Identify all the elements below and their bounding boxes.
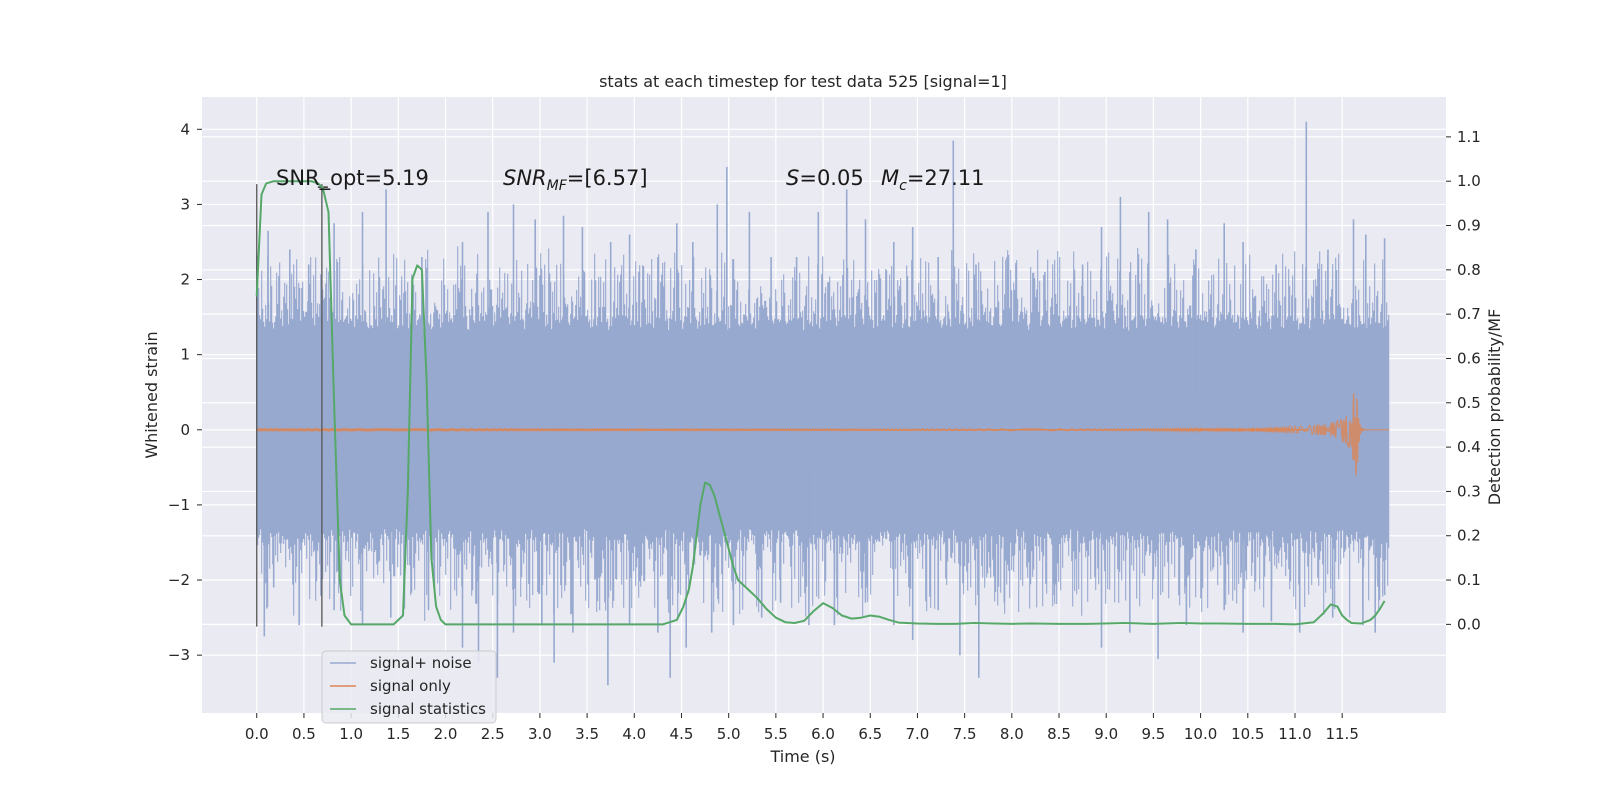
y-left-tick-label: 1 [180,346,190,364]
y-axis-right-label: Detection probability/MF [1485,309,1504,506]
x-tick-label: 3.5 [575,725,599,743]
x-tick-label: 8.0 [1000,725,1024,743]
legend-label-signal-only: signal only [370,677,451,695]
statistics-line [255,180,1386,626]
x-tick-label: 7.5 [953,725,977,743]
y-right-tick-label: 0.6 [1457,349,1481,367]
x-tick-label: 3.0 [528,725,552,743]
x-tick-label: 11.0 [1278,725,1311,743]
s-value: =0.05 [799,166,863,190]
snr-mf-value: =[6.57] [567,166,648,190]
y-right-tick-label: 0.2 [1457,527,1481,545]
annotation-snr-opt: SNR_opt=5.19 [276,166,429,191]
mc-value: =27.11 [907,166,985,190]
snr-mf-subscript: MF [547,178,568,194]
mc-symbol: M [881,166,899,190]
s-symbol: S [786,166,799,190]
annotation-mc: Mc=27.11 [881,166,985,194]
x-tick-label: 2.0 [434,725,458,743]
y-right-tick-label: 0.0 [1457,615,1481,633]
y-left-tick-label: 2 [180,271,190,289]
mc-subscript: c [899,178,907,194]
x-tick-label: 2.5 [481,725,505,743]
chart-title: stats at each timestep for test data 525… [599,72,1007,91]
y-right-tick-label: 0.3 [1457,482,1481,500]
x-tick-label: 5.0 [717,725,741,743]
y-right-tick-label: 0.7 [1457,305,1481,323]
annotation-snr-mf: SNRMF=[6.57] [503,166,648,194]
y-right-tick-label: 0.9 [1457,217,1481,235]
x-tick-label: 8.5 [1047,725,1071,743]
y-left-tick-label: 4 [180,120,190,138]
annotation-s: S=0.05 [786,166,864,190]
snr-mf-base: SNR [503,166,547,190]
x-tick-label: 11.5 [1325,725,1358,743]
x-tick-label: 9.0 [1094,725,1118,743]
y-right-tick-label: 1.1 [1457,128,1481,146]
x-tick-label: 0.0 [245,725,269,743]
y-right-tick-label: 0.4 [1457,438,1481,456]
series-signal-only [256,393,1390,476]
y-left-tick-label: −2 [168,571,190,589]
x-tick-label: 1.5 [386,725,410,743]
y-left-tick-label: 0 [180,421,190,439]
y-right-tick-label: 0.5 [1457,394,1481,412]
x-axis-label: Time (s) [769,747,835,766]
y-left-tick-label: −3 [168,646,190,664]
x-tick-label: 4.5 [670,725,694,743]
axis-ticks: 0.0 0.5 1.0 1.5 2.0 2.5 3.0 3.5 4.0 4.5 5.0 5.5 6.0 6… [168,120,1481,743]
y-right-tick-label: 0.8 [1457,261,1481,279]
legend: signal+ noise signal only signal statist… [321,650,497,724]
x-tick-label: 6.5 [858,725,882,743]
y-left-tick-label: −1 [168,496,190,514]
x-tick-label: 10.0 [1184,725,1217,743]
y-right-tick-label: 1.0 [1457,172,1481,190]
y-right-tick-label: 0.1 [1457,571,1481,589]
legend-box [321,650,497,724]
y-axis-left-label: Whitened strain [142,331,161,458]
x-tick-label: 10.5 [1231,725,1264,743]
noise-excursions [263,121,1386,686]
x-tick-label: 7.0 [906,725,930,743]
x-tick-label: 1.0 [339,725,363,743]
x-tick-label: 9.5 [1141,725,1165,743]
y-left-tick-label: 3 [180,195,190,213]
x-tick-label: 5.5 [764,725,788,743]
x-tick-label: 4.0 [622,725,646,743]
legend-label-signal-noise: signal+ noise [370,654,472,672]
legend-label-signal-statistics: signal statistics [370,700,486,718]
x-tick-label: 0.5 [292,725,316,743]
x-tick-label: 6.0 [811,725,835,743]
series-signal-statistics [255,180,1386,626]
